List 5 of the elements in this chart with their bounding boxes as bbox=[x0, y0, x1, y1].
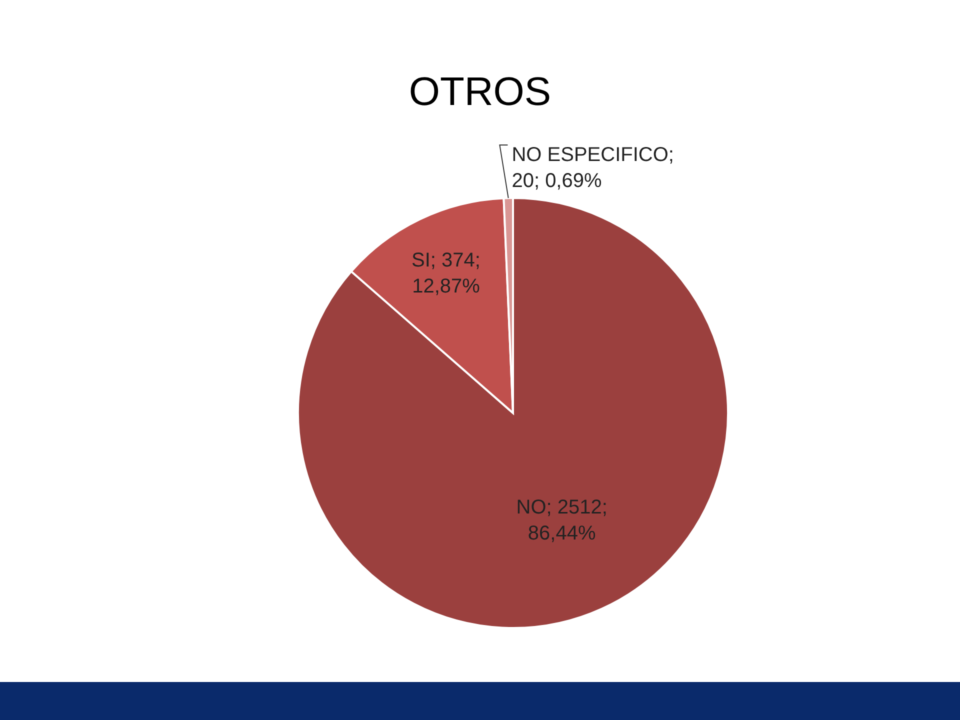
chart-title: OTROS bbox=[408, 70, 552, 115]
pie-slice bbox=[297, 197, 729, 629]
slice-label: NO; 2512; 86,44% bbox=[516, 496, 608, 545]
slice-label: NO ESPECIFICO; 20; 0,69% bbox=[512, 144, 674, 192]
slice-label: SI; 374; 12,87% bbox=[412, 249, 480, 298]
